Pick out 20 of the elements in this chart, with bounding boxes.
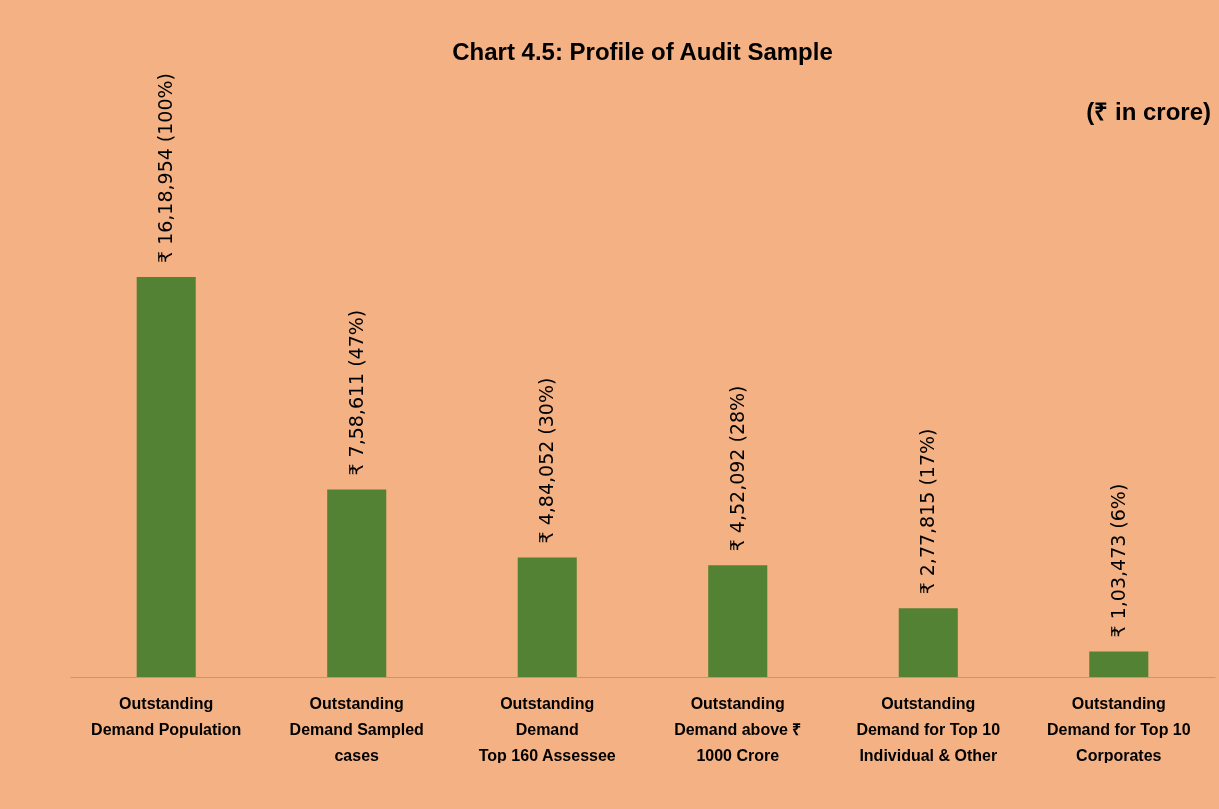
data-label: ₹ 4,52,092 (28%) [725,385,748,552]
data-label: ₹ 1,03,473 (6%) [1106,483,1129,638]
data-label: ₹ 7,58,611 (47%) [344,309,367,476]
x-tick-label: Outstanding Demand above ₹ 1000 Crore [674,694,802,764]
bar [517,557,577,677]
data-label: ₹ 2,77,815 (17%) [916,428,939,595]
bar [708,565,768,677]
bar [898,608,958,677]
data-label: ₹ 16,18,954 (100%) [154,72,177,263]
x-tick-label: Outstanding Demand Top 160 Assessee [478,694,616,764]
x-tick-label: Outstanding Demand for Top 10 Individual & Other [856,694,1001,764]
x-tick-label: Outstanding Demand Population [91,694,242,738]
data-label: ₹ 4,84,052 (30%) [535,377,558,544]
bar [136,277,196,677]
bar [1089,651,1149,677]
text: (₹ in crore) [1086,97,1211,127]
bar [327,489,387,677]
chart-title: Chart 4.5: Profile of Audit Sample [452,37,833,65]
x-tick-label: Outstanding Demand for Top 10 Corporates [1046,694,1191,764]
x-tick-label: Outstanding Demand Sampled cases [289,694,424,764]
